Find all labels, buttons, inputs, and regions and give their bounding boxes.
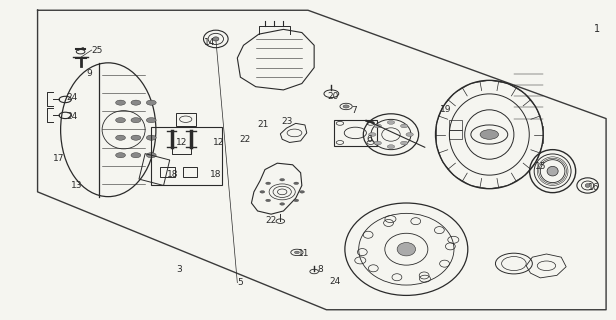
Text: 18: 18 [167, 170, 178, 179]
Text: 14: 14 [203, 38, 215, 47]
Circle shape [299, 191, 304, 193]
Circle shape [260, 191, 265, 193]
Circle shape [294, 182, 299, 185]
Text: 17: 17 [53, 154, 65, 163]
Circle shape [116, 118, 126, 123]
Text: 3: 3 [176, 265, 182, 275]
Text: 18: 18 [209, 170, 221, 179]
Text: 15: 15 [535, 162, 547, 171]
Circle shape [265, 182, 270, 185]
Bar [176, 113, 195, 125]
Circle shape [294, 251, 299, 254]
Circle shape [406, 132, 413, 136]
Circle shape [265, 199, 270, 202]
Text: 11: 11 [298, 250, 309, 259]
Text: 9: 9 [87, 69, 92, 78]
Circle shape [147, 100, 156, 105]
Text: 6: 6 [367, 135, 372, 144]
Text: 24: 24 [67, 93, 78, 102]
Circle shape [131, 118, 141, 123]
Circle shape [116, 135, 126, 140]
Bar [152, 126, 222, 186]
Circle shape [400, 141, 408, 145]
Text: 24: 24 [330, 276, 341, 285]
Text: 13: 13 [71, 181, 83, 190]
Circle shape [147, 153, 156, 158]
Circle shape [480, 130, 498, 139]
Text: 22: 22 [239, 135, 251, 144]
Ellipse shape [213, 37, 219, 41]
Ellipse shape [547, 166, 558, 176]
Circle shape [387, 121, 395, 124]
Bar [334, 120, 377, 146]
Text: 1: 1 [594, 24, 600, 34]
Bar [182, 167, 197, 177]
Text: 24: 24 [67, 112, 78, 121]
Circle shape [131, 100, 141, 105]
Circle shape [387, 145, 395, 148]
Text: 16: 16 [588, 183, 599, 192]
Text: 23: 23 [281, 117, 293, 126]
Text: 12: 12 [213, 138, 224, 147]
Circle shape [280, 179, 285, 181]
Circle shape [374, 124, 381, 128]
Circle shape [368, 132, 376, 136]
Circle shape [374, 141, 381, 145]
Text: 12: 12 [176, 138, 187, 147]
Circle shape [147, 118, 156, 123]
Text: 5: 5 [237, 278, 243, 287]
Text: 25: 25 [92, 45, 103, 55]
Circle shape [116, 100, 126, 105]
Text: 7: 7 [351, 106, 357, 115]
Circle shape [343, 105, 349, 108]
Circle shape [131, 153, 141, 158]
Circle shape [400, 124, 408, 128]
Text: 20: 20 [328, 92, 339, 101]
Circle shape [147, 135, 156, 140]
Circle shape [131, 135, 141, 140]
Text: 21: 21 [257, 120, 269, 130]
Bar [161, 167, 175, 177]
Circle shape [280, 203, 285, 205]
Bar [449, 130, 461, 139]
Ellipse shape [585, 184, 590, 188]
Circle shape [116, 153, 126, 158]
Text: 8: 8 [317, 265, 323, 275]
Bar [449, 120, 461, 130]
Ellipse shape [397, 243, 416, 256]
Circle shape [294, 199, 299, 202]
Text: 19: 19 [440, 105, 452, 114]
Text: 22: 22 [265, 216, 276, 225]
